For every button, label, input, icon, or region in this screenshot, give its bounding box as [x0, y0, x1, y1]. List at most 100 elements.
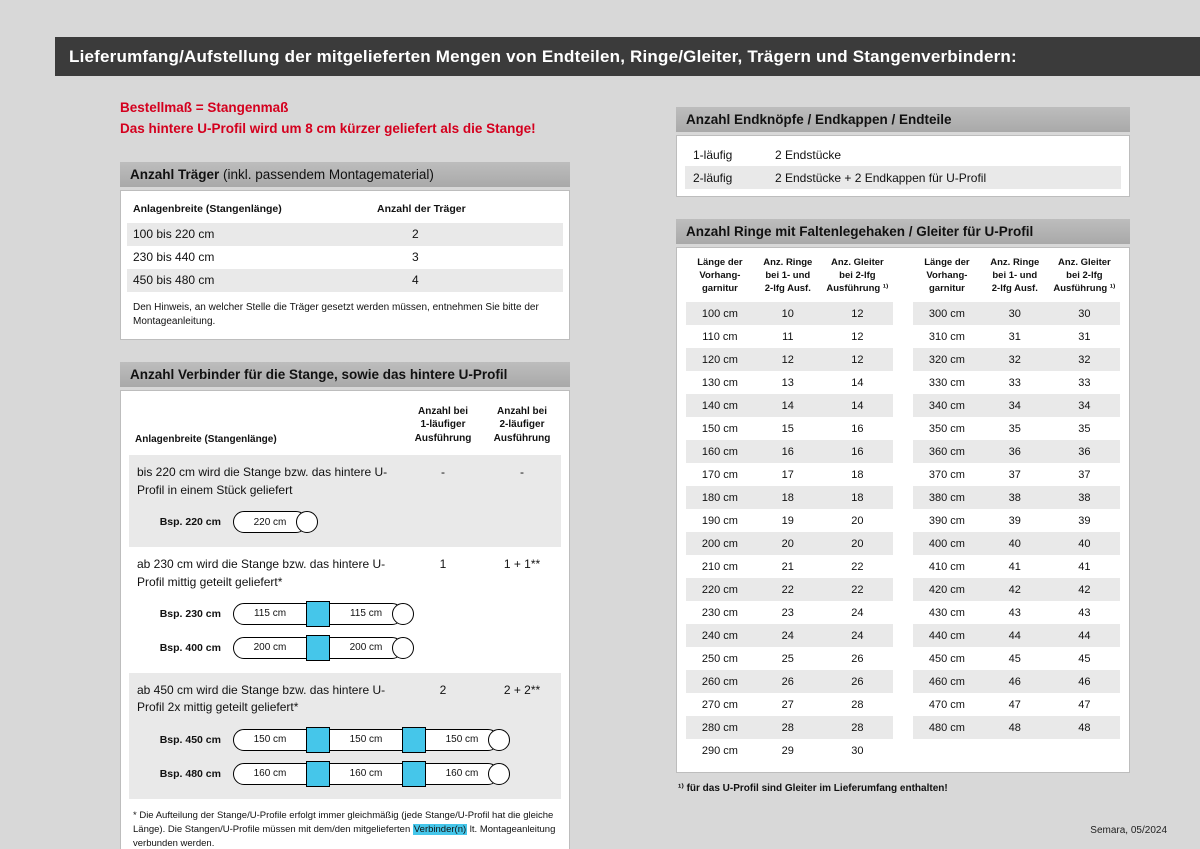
- traeger-title-suffix: (inkl. passendem Montagematerial): [219, 166, 434, 182]
- ringe-gleiter-table: Länge der Vorhang- garnitur Anz. Ringe b…: [676, 247, 1130, 774]
- table-row: 180 cm 18 18: [686, 486, 893, 510]
- length-cell: 380 cm: [928, 491, 965, 504]
- traeger-note: Den Hinweis, an welcher Stelle die Träge…: [133, 301, 539, 327]
- table-row: 120 cm 12 12: [686, 348, 893, 372]
- table-row: 320 cm 32 32: [913, 348, 1120, 372]
- table-row: 190 cm 19 20: [686, 509, 893, 532]
- table-row: 240 cm 24 24: [686, 624, 893, 648]
- length-cell: 480 cm: [928, 721, 965, 734]
- ringe-cell: 27: [781, 698, 794, 711]
- length-cell: 470 cm: [928, 698, 965, 711]
- gleiter-cell: 41: [1078, 560, 1091, 573]
- rod-example: Bsp. 450 cm 150 cm 150 cm: [129, 726, 561, 753]
- order-size-notice: Bestellmaß = Stangenmaß Das hintere U-Pr…: [120, 98, 570, 140]
- table-row: 160 cm 16 16: [686, 440, 893, 464]
- length-cell: 350 cm: [928, 422, 965, 435]
- verbinder-table-header: Anlagenbreite (Stangenlänge) Anzahl bei …: [129, 399, 561, 456]
- rod-connector-icon: [402, 726, 426, 753]
- table-row: 440 cm 44 44: [913, 624, 1120, 648]
- table-row: 450 cm 45 45: [913, 647, 1120, 670]
- gleiter-cell: 43: [1078, 606, 1091, 619]
- table-row: 410 cm 41 41: [913, 555, 1120, 578]
- rod-bar: 150 cm 150 cm 150 cm: [233, 726, 499, 753]
- rod-segment: 160 cm: [306, 760, 402, 787]
- gleiter-cell: 26: [851, 652, 864, 665]
- gleiter-cell: 12: [851, 307, 864, 320]
- gleiter-cell: 44: [1078, 629, 1091, 642]
- length-cell: 130 cm: [701, 376, 738, 389]
- gleiter-cell: 22: [851, 583, 864, 596]
- table-row: 360 cm 36 36: [913, 440, 1120, 464]
- ringe-cell: 13: [781, 376, 794, 389]
- section-header-endteile: Anzahl Endknöpfe / Endkappen / Endteile: [676, 107, 1130, 132]
- length-cell: 280 cm: [701, 721, 738, 734]
- ringe-title: Anzahl Ringe mit Faltenlegehaken / Gleit…: [686, 224, 1034, 239]
- rod-label: Bsp. 450 cm: [159, 733, 221, 746]
- traeger-rows: 100 bis 220 cm 2 230 bis 440 cm 3 450 bi…: [127, 222, 563, 292]
- table-row: 330 cm 33 33: [913, 371, 1120, 394]
- section-text: bis 220 cm wird die Stange bzw. das hint…: [137, 465, 388, 497]
- gleiter-cell: 42: [1078, 583, 1091, 596]
- ringe-cell: 36: [1008, 445, 1021, 458]
- ringe-cell: 21: [781, 560, 794, 573]
- rod-segment: 115 cm: [306, 600, 402, 627]
- length-cell: 330 cm: [928, 376, 965, 389]
- rod-segment-label: 200 cm: [349, 642, 383, 654]
- rod-example: Bsp. 230 cm 115 cm 115 cm: [129, 600, 561, 627]
- table-row: 280 cm 28 28: [686, 716, 893, 740]
- length-cell: 210 cm: [701, 560, 738, 573]
- rod-connector-icon: [306, 634, 330, 661]
- rod-segment: 150 cm: [234, 730, 306, 750]
- gleiter-cell: 32: [1078, 353, 1091, 366]
- ringe-cell: 24: [781, 629, 794, 642]
- table-row: 130 cm 13 14: [686, 371, 893, 394]
- ringe-cell: 10: [781, 307, 794, 320]
- ringe-cell: 15: [781, 422, 794, 435]
- column-header-anzahl-traeger: Anzahl der Träger: [377, 202, 466, 215]
- ringe-cell: 47: [1008, 698, 1021, 711]
- gleiter-cell: 20: [851, 514, 864, 527]
- left-column: Bestellmaß = Stangenmaß Das hintere U-Pr…: [120, 98, 570, 849]
- range-cell: 450 bis 480 cm: [133, 273, 215, 288]
- footnote-text-post: lt. Montageanleitung verbunden werden.: [133, 823, 556, 849]
- value-1laeufig: -: [441, 465, 445, 480]
- gleiter-cell: 14: [851, 399, 864, 412]
- table-row: 460 cm 46 46: [913, 670, 1120, 694]
- rod-graphic: 200 cm 200 cm: [233, 634, 414, 661]
- length-cell: 430 cm: [928, 606, 965, 619]
- rod-segment: 150 cm: [306, 726, 402, 753]
- table-row: 170 cm 17 18: [686, 463, 893, 486]
- table-row: 210 cm 21 22: [686, 555, 893, 578]
- gleiter-cell: 30: [1078, 307, 1091, 320]
- section-row: ab 450 cm wird die Stange bzw. das hinte…: [129, 682, 561, 717]
- document-footer: Semara, 05/2024: [1090, 825, 1167, 836]
- length-cell: 220 cm: [701, 583, 738, 596]
- rod-example: Bsp. 220 cm 220 cm: [129, 511, 561, 534]
- ringe-cell: 25: [781, 652, 794, 665]
- ringe-cell: 37: [1008, 468, 1021, 481]
- traeger-table-header: Anlagenbreite (Stangenlänge) Anzahl der …: [127, 201, 563, 223]
- section-header-traeger: Anzahl Träger (inkl. passendem Montagema…: [120, 161, 570, 187]
- verbinder-table: Anlagenbreite (Stangenlänge) Anzahl bei …: [120, 389, 570, 849]
- ringe-cell: 29: [781, 744, 794, 757]
- rod-bar: 200 cm 200 cm: [233, 634, 403, 661]
- rod-segment-label: 150 cm: [445, 734, 479, 746]
- table-row: 450 bis 480 cm 4: [127, 268, 563, 292]
- table-row: 370 cm 37 37: [913, 463, 1120, 486]
- ringe-cell: 39: [1008, 514, 1021, 527]
- ringe-cell: 11: [782, 330, 794, 343]
- gleiter-cell: 34: [1078, 399, 1091, 412]
- value-2laeufig: -: [520, 465, 524, 480]
- count-cell: 4: [412, 273, 419, 288]
- table-row: 1-läufig 2 Endstücke: [685, 143, 1121, 166]
- gleiter-cell: 40: [1078, 537, 1091, 550]
- length-cell: 230 cm: [701, 606, 738, 619]
- table-row: 230 bis 440 cm 3: [127, 246, 563, 269]
- gleiter-cell: 36: [1078, 445, 1091, 458]
- rod-example: Bsp. 400 cm 200 cm 200 cm: [129, 634, 561, 661]
- rod-segment-label: 115 cm: [349, 608, 383, 620]
- ringe-table-right: Länge der Vorhang- garnitur Anz. Ringe b…: [913, 257, 1120, 762]
- table-row: 270 cm 27 28: [686, 693, 893, 716]
- length-cell: 120 cm: [701, 353, 738, 366]
